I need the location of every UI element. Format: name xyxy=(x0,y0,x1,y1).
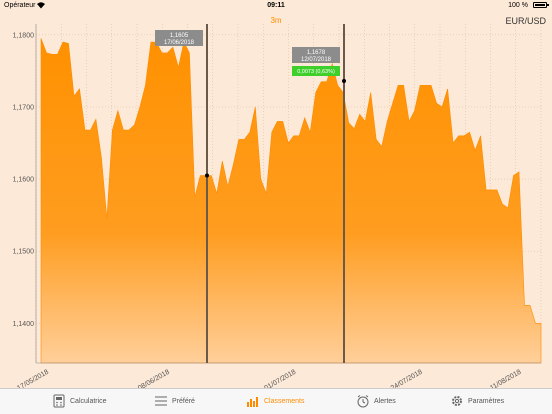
list-icon xyxy=(154,394,168,408)
battery-percent: 100 % xyxy=(508,2,528,9)
y-tick-label: 1,1500 xyxy=(13,249,35,256)
range-selector[interactable]: 3m xyxy=(270,16,282,25)
tab-classements[interactable]: Classements xyxy=(246,393,304,409)
x-tick-label: 17/05/2018 xyxy=(16,369,50,388)
tab-label: Classements xyxy=(264,397,305,405)
y-tick-label: 1,1800 xyxy=(13,32,35,39)
cursor-label-box-2 xyxy=(292,47,340,63)
x-tick-label: 01/07/2018 xyxy=(263,369,297,388)
status-bar: Opérateur 09:11 100 % xyxy=(0,0,552,12)
tab-label: Calculatrice xyxy=(70,397,107,405)
cursor-label-box-1 xyxy=(155,30,203,46)
alarm-clock-icon xyxy=(356,394,370,408)
tab-label: Alertes xyxy=(374,397,396,405)
y-tick-label: 1,1700 xyxy=(13,104,35,111)
cursor-dot-2 xyxy=(342,79,346,83)
tab-paramètres[interactable]: Paramètres xyxy=(450,393,504,409)
cursor-date-1: 17/06/2018 xyxy=(164,40,195,46)
carrier-label: Opérateur xyxy=(4,2,36,9)
y-tick-label: 1,1400 xyxy=(13,321,35,328)
x-tick-label: 08/06/2018 xyxy=(137,369,171,388)
cursor-value-2: 1,1678 xyxy=(307,50,326,56)
x-tick-label: 24/07/2018 xyxy=(390,369,424,388)
currency-pair-label: EUR/USD xyxy=(505,16,546,26)
cursor-dot-1 xyxy=(205,173,209,178)
bar-chart-icon xyxy=(246,394,260,408)
tab-bar: Calculatrice Préféré Classements Alertes Par… xyxy=(0,388,552,414)
gear-icon xyxy=(450,394,464,408)
battery-icon xyxy=(533,2,549,8)
x-tick-label: 11/08/2018 xyxy=(489,369,522,388)
tab-calculatrice[interactable]: Calculatrice xyxy=(52,393,107,409)
tab-alertes[interactable]: Alertes xyxy=(356,393,396,409)
y-tick-label: 1,1600 xyxy=(13,177,35,184)
tab-label: Paramètres xyxy=(468,397,505,405)
clock: 09:11 xyxy=(267,2,285,9)
tab-label: Préféré xyxy=(172,397,195,405)
price-chart[interactable]: 1,1400 1,1500 1,1600 1,1700 1,1800 17/05/2018… xyxy=(0,0,552,388)
cursor-value-1: 1,1605 xyxy=(170,33,189,39)
cursor-date-2: 12/07/2018 xyxy=(301,57,332,63)
calculator-icon xyxy=(52,394,66,408)
wifi-icon xyxy=(36,1,46,11)
price-area-series xyxy=(40,38,542,364)
cursor-delta-badge xyxy=(292,66,340,76)
cursor-delta-text: 0,0073 (0,63%) xyxy=(297,69,335,75)
tab-préféré[interactable]: Préféré xyxy=(154,393,195,409)
